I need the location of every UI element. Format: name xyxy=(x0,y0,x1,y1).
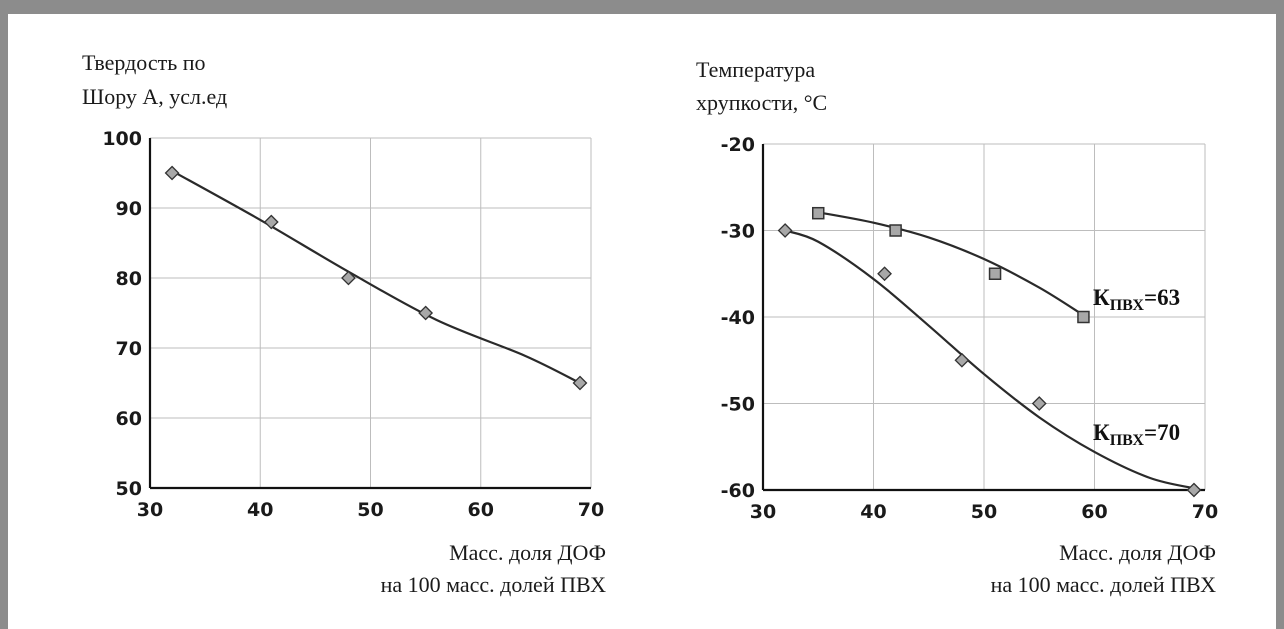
data-point-diamond xyxy=(164,165,180,181)
data-point-diamond xyxy=(1186,482,1202,498)
x-axis-label-line2: на 100 масс. долей ПВХ xyxy=(381,572,607,597)
y-tick-label: 60 xyxy=(116,408,142,430)
data-point-diamond xyxy=(777,223,793,238)
y-tick-label: -50 xyxy=(721,394,755,416)
y-axis-label-line2: хрупкости, °С xyxy=(696,90,827,115)
data-point-diamond xyxy=(1031,396,1047,411)
series-label: КПВХ=70 xyxy=(1093,420,1180,449)
x-axis-label-line1: Масс. доля ДОФ xyxy=(449,540,606,565)
x-tick-label: 40 xyxy=(860,501,886,523)
data-point-square xyxy=(1077,310,1090,324)
y-tick-label: 90 xyxy=(116,198,142,220)
x-tick-label: 60 xyxy=(468,499,494,521)
y-tick-label: 50 xyxy=(116,478,142,500)
y-tick-label: -30 xyxy=(721,221,755,243)
data-point-diamond xyxy=(341,270,356,286)
data-point-diamond xyxy=(418,305,434,321)
data-point-diamond xyxy=(954,352,970,368)
y-tick-label: 80 xyxy=(116,268,142,290)
x-tick-label: 30 xyxy=(137,499,163,521)
y-axis-label-line2: Шору А, усл.ед xyxy=(82,84,227,109)
y-tick-label: 100 xyxy=(102,128,142,150)
data-point-square xyxy=(889,224,902,237)
trend-line xyxy=(171,169,581,384)
data-point-diamond xyxy=(263,214,279,230)
data-point-square xyxy=(812,206,825,220)
x-tick-label: 70 xyxy=(578,499,604,521)
x-tick-label: 60 xyxy=(1081,501,1107,523)
x-tick-label: 50 xyxy=(357,499,383,521)
x-tick-label: 30 xyxy=(750,501,776,523)
brittleness-temperature-chart: Температура хрупкости, °С Масс. доля ДОФ… xyxy=(696,57,1218,597)
trend-line xyxy=(784,229,1195,490)
data-point-square xyxy=(988,267,1002,280)
y-axis-label-line1: Температура xyxy=(696,57,815,82)
y-axis-label-line1: Твердость по xyxy=(82,50,206,75)
x-tick-label: 40 xyxy=(247,499,273,521)
y-tick-label: -60 xyxy=(721,480,755,502)
x-axis-label-line1: Масс. доля ДОФ xyxy=(1059,540,1216,565)
series-label: КПВХ=63 xyxy=(1093,285,1180,314)
data-point-diamond xyxy=(877,266,892,282)
x-tick-label: 50 xyxy=(971,501,997,523)
y-tick-label: 70 xyxy=(116,338,142,360)
x-axis-label-line2: на 100 масс. долей ПВХ xyxy=(991,572,1217,597)
trend-line xyxy=(818,211,1085,317)
x-tick-label: 70 xyxy=(1192,501,1218,523)
hardness-chart: Твердость по Шору А, усл.ед Масс. доля Д… xyxy=(82,50,606,597)
y-tick-label: -20 xyxy=(721,134,755,156)
y-tick-label: -40 xyxy=(721,307,755,329)
data-point-diamond xyxy=(572,375,588,391)
